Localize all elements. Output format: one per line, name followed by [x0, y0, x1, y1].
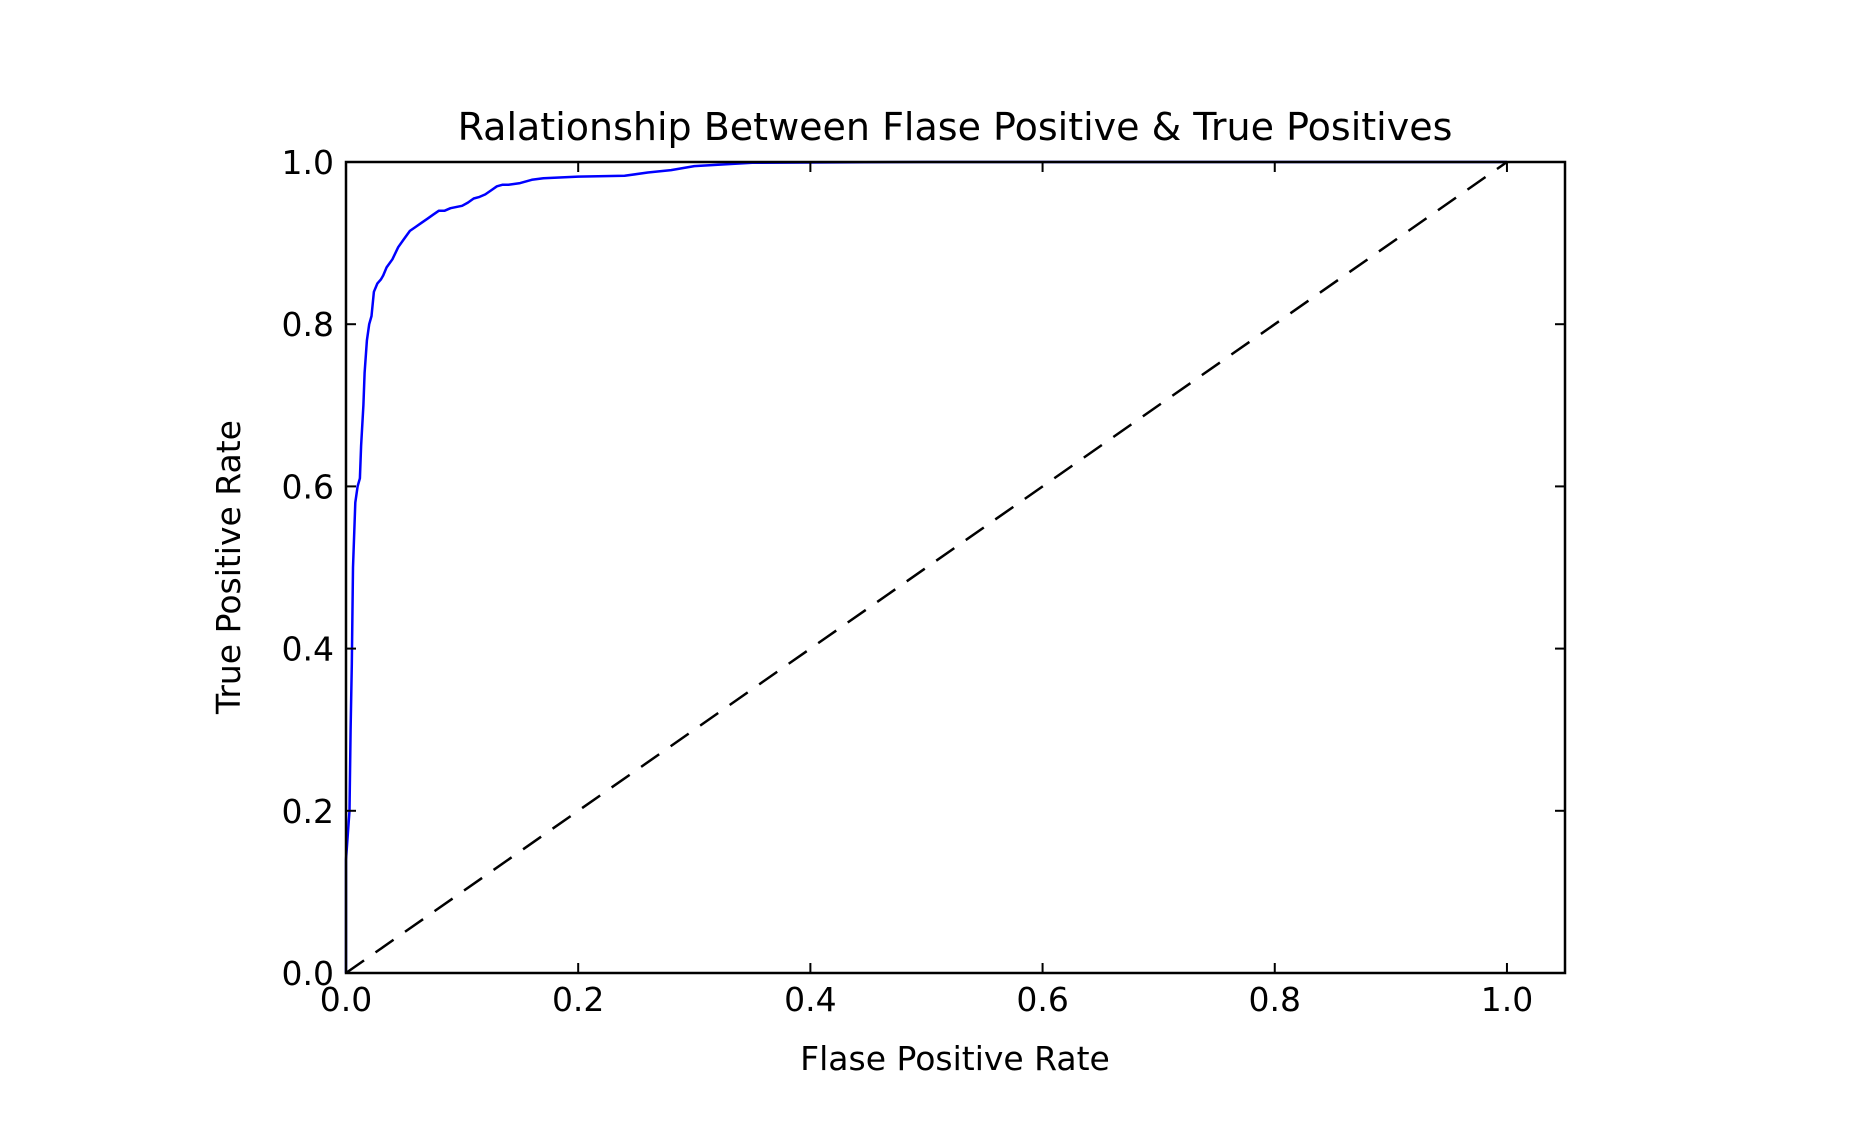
y-tick-label: 0.8 — [282, 305, 334, 344]
x-tick-label: 0.2 — [552, 980, 604, 1019]
chart-title: Ralationship Between Flase Positive & Tr… — [458, 105, 1453, 149]
x-tick-label: 0.0 — [320, 980, 372, 1019]
reference-diagonal-line — [345, 160, 1508, 975]
y-tick-label: 0.2 — [282, 792, 334, 831]
x-axis-label: Flase Positive Rate — [800, 1039, 1110, 1078]
axes-frame — [344, 160, 1567, 975]
x-tick-label: 1.0 — [1481, 980, 1533, 1019]
y-tick-label: 1.0 — [282, 143, 334, 182]
x-tick-label: 0.8 — [1249, 980, 1301, 1019]
ticks-layer — [345, 161, 1565, 974]
series-layer — [344, 160, 1508, 975]
x-tick-label: 0.4 — [784, 980, 836, 1019]
y-tick-label: 0.0 — [282, 954, 334, 993]
y-tick-label: 0.6 — [282, 467, 334, 506]
roc-curve-line — [344, 160, 1507, 973]
x-tick-label: 0.6 — [1016, 980, 1068, 1019]
plot-area — [344, 160, 1567, 975]
y-axis-label: True Positive Rate — [209, 420, 248, 715]
y-tick-label: 0.4 — [282, 630, 334, 669]
